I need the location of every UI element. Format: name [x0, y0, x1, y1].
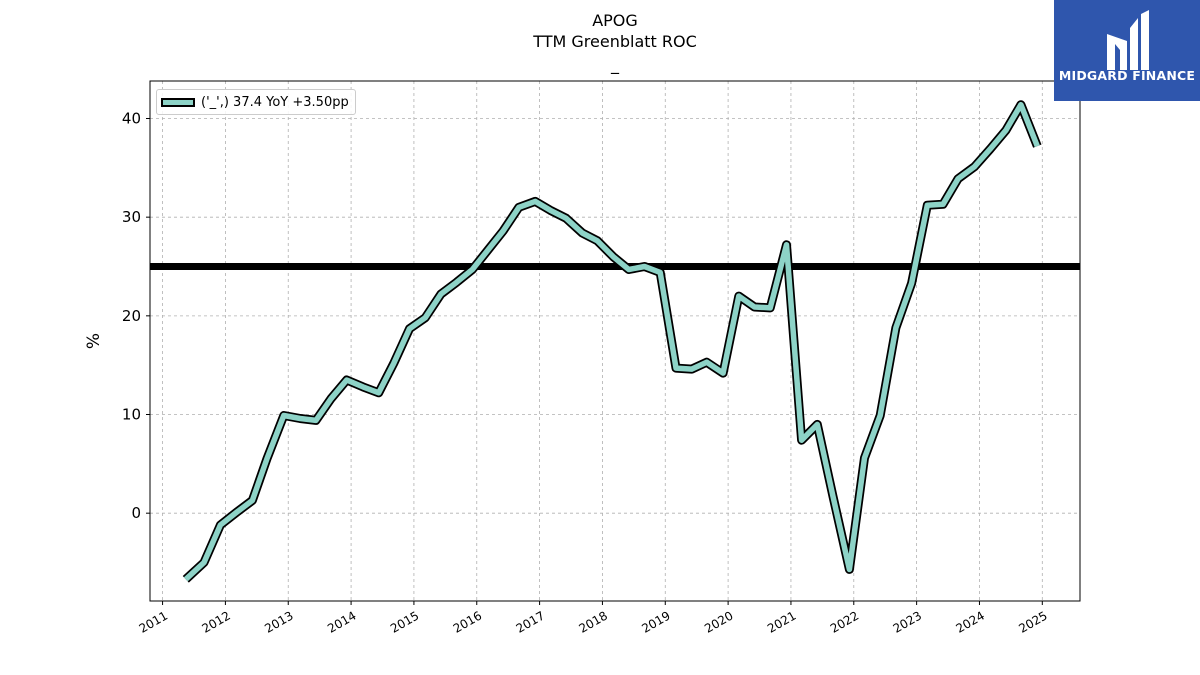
legend-swatch	[161, 97, 195, 107]
x-tick-label: 2023	[891, 608, 924, 635]
legend: ('_',) 37.4 YoY +3.50pp	[156, 89, 356, 115]
x-tick-label: 2014	[325, 608, 358, 635]
series-line	[183, 101, 1040, 582]
chart-subtitle: TTM Greenblatt ROC	[533, 32, 697, 51]
x-tick-label: 2016	[451, 608, 484, 635]
x-tick-label: 2013	[262, 608, 295, 635]
brand-logo: MIDGARD FINANCE	[1054, 0, 1200, 101]
y-tick-label: 10	[122, 406, 141, 424]
series-layer	[182, 100, 1042, 583]
series-line-outline	[182, 100, 1042, 583]
grid	[150, 81, 1080, 601]
y-tick-label: 0	[131, 504, 141, 522]
x-tick-label: 2021	[765, 608, 798, 635]
axes: 2011 2012 2013 2014 2015 2016 2017 2018 2019 2020…	[122, 109, 1050, 635]
y-tick-label: 20	[122, 307, 141, 325]
x-tick-label: 2011	[137, 608, 170, 635]
chart-subtitle-2: _	[611, 55, 619, 74]
x-tick-label: 2022	[828, 608, 861, 635]
x-tick-label: 2017	[514, 608, 547, 635]
brand-name: MIDGARD FINANCE	[1058, 68, 1196, 83]
x-tick-label: 2012	[199, 608, 232, 635]
legend-label: ('_',) 37.4 YoY +3.50pp	[201, 94, 349, 110]
x-tick-label: 2025	[1016, 608, 1049, 635]
x-tick-label: 2024	[954, 608, 987, 635]
midgard-logo-icon	[1107, 10, 1149, 70]
y-axis-label: %	[84, 333, 104, 349]
y-tick-label: 40	[122, 109, 141, 127]
chart-title: APOG	[592, 11, 638, 30]
y-tick-label: 30	[122, 208, 141, 226]
x-tick-label: 2020	[702, 608, 735, 635]
plot-frame	[149, 80, 1081, 602]
x-tick-label: 2015	[388, 608, 421, 635]
x-tick-label: 2018	[576, 608, 609, 635]
x-tick-label: 2019	[639, 608, 672, 635]
